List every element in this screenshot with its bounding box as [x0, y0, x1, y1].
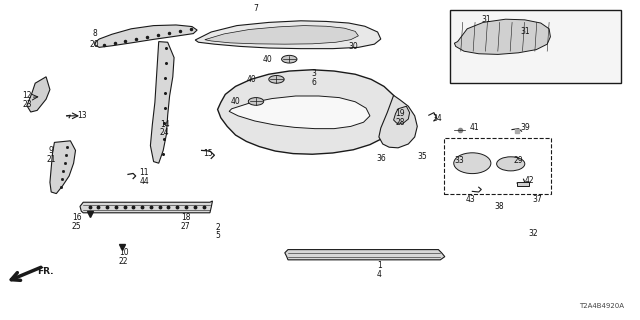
Polygon shape [394, 106, 410, 123]
Text: 34: 34 [432, 114, 442, 123]
Text: 14: 14 [160, 120, 170, 129]
Polygon shape [80, 201, 212, 213]
Text: 31: 31 [520, 28, 530, 36]
Polygon shape [218, 70, 398, 154]
Polygon shape [95, 25, 197, 47]
Circle shape [282, 55, 297, 63]
Text: 30: 30 [349, 42, 358, 51]
Polygon shape [150, 42, 174, 163]
Text: 33: 33 [454, 156, 465, 165]
Text: 38: 38 [494, 202, 504, 211]
Circle shape [497, 157, 525, 171]
Text: 20: 20 [90, 40, 100, 49]
Text: FR.: FR. [37, 268, 54, 276]
Text: 13: 13 [77, 111, 86, 120]
Text: 19: 19 [395, 109, 405, 118]
Bar [450, 10, 621, 83]
Text: 42: 42 [525, 176, 534, 185]
Text: 10: 10 [118, 248, 129, 257]
Polygon shape [454, 19, 550, 54]
Text: 27: 27 [180, 222, 191, 231]
Text: 35: 35 [417, 152, 428, 161]
Text: 40: 40 [262, 55, 272, 64]
Text: 22: 22 [119, 257, 128, 266]
Text: 8: 8 [92, 29, 97, 38]
Text: 4: 4 [377, 270, 382, 279]
Bar [517, 182, 529, 186]
Text: 44: 44 [140, 177, 149, 186]
Text: 32: 32 [528, 229, 538, 238]
Text: 36: 36 [376, 154, 386, 163]
Text: 37: 37 [532, 196, 543, 204]
Polygon shape [285, 250, 445, 260]
Text: 24: 24 [160, 128, 170, 137]
Text: 1: 1 [377, 261, 382, 270]
Text: 15: 15 [204, 149, 213, 158]
Text: 43: 43 [465, 196, 476, 204]
Text: 31: 31 [481, 15, 492, 24]
Polygon shape [50, 141, 76, 194]
Text: 23: 23 [22, 100, 32, 109]
Text: 25: 25 [72, 222, 82, 231]
Polygon shape [27, 77, 50, 112]
Text: 2: 2 [215, 223, 220, 232]
Text: 16: 16 [72, 213, 82, 222]
Text: 39: 39 [520, 124, 530, 132]
Text: 7: 7 [253, 4, 259, 13]
Text: 9: 9 [49, 146, 54, 155]
Polygon shape [195, 21, 381, 49]
Text: 40: 40 [230, 97, 240, 106]
Text: 29: 29 [513, 156, 524, 165]
Polygon shape [205, 26, 358, 44]
Text: 18: 18 [181, 213, 190, 222]
Text: 41: 41 [470, 124, 480, 132]
Polygon shape [379, 95, 417, 148]
Text: 28: 28 [396, 118, 404, 127]
Text: 6: 6 [311, 78, 316, 87]
Text: 40: 40 [246, 75, 256, 84]
Text: 5: 5 [215, 231, 220, 240]
Polygon shape [229, 96, 370, 129]
Circle shape [269, 76, 284, 83]
Text: 21: 21 [47, 155, 56, 164]
Text: T2A4B4920A: T2A4B4920A [579, 303, 624, 309]
Text: 11: 11 [140, 168, 149, 177]
Ellipse shape [454, 153, 491, 173]
Text: 3: 3 [311, 69, 316, 78]
Circle shape [248, 98, 264, 105]
Text: 12: 12 [22, 92, 31, 100]
Bar [444, 138, 551, 194]
